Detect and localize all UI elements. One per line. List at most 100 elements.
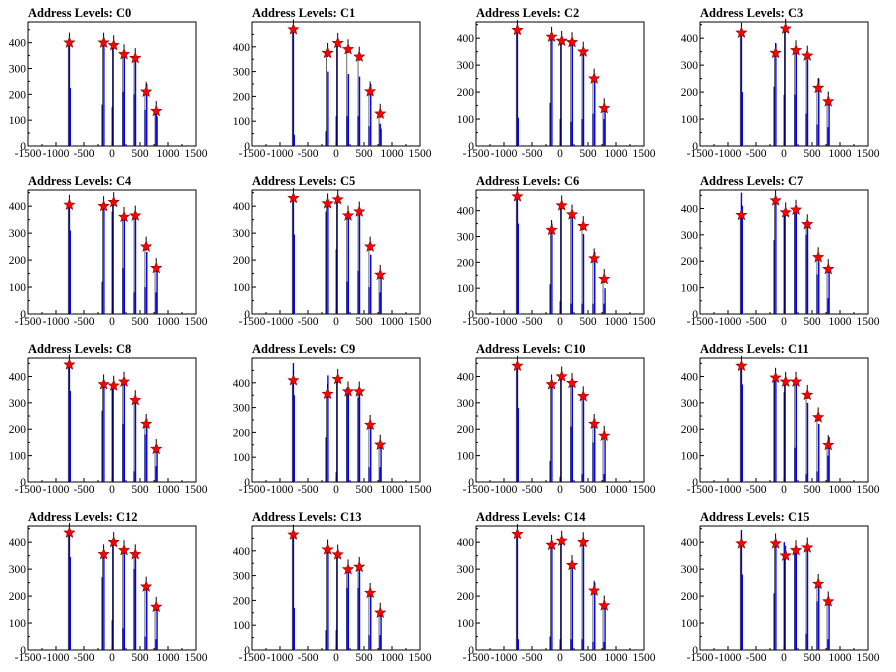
peak-marker	[598, 101, 611, 114]
x-tick-label: 1500	[633, 484, 656, 496]
peak-marker	[511, 190, 524, 202]
y-tick-label: 200	[681, 591, 699, 603]
x-tick-label: 0	[333, 316, 339, 328]
peak-marker	[374, 107, 387, 119]
peak-marker	[364, 85, 377, 97]
peak-marker	[789, 375, 803, 387]
x-tick-label: -500	[297, 652, 318, 664]
x-tick-label: 0	[333, 652, 339, 664]
peak-marker	[353, 385, 366, 397]
plot-frame	[251, 357, 421, 483]
y-tick-label: 100	[233, 116, 251, 128]
peak-marker	[150, 600, 163, 613]
peak-marker	[812, 250, 825, 263]
peak-marker	[577, 389, 590, 402]
peak-marker	[735, 208, 748, 221]
y-tick-label: 200	[9, 255, 27, 267]
chart-title: Address Levels: C0	[28, 6, 131, 20]
x-tick-label: 500	[803, 484, 821, 496]
histogram-panel-0: Address Levels: C0 0 100 200 300 400 -1500 -100…	[0, 0, 224, 168]
x-tick-label: 0	[557, 316, 563, 328]
y-tick-label: 400	[233, 201, 251, 213]
y-tick-label: 0	[244, 141, 250, 153]
peak-marker	[331, 36, 344, 49]
x-tick-label: 1000	[157, 484, 180, 496]
peak-marker	[565, 376, 579, 389]
y-tick-label: 200	[9, 424, 27, 436]
y-tick-label: 100	[9, 115, 27, 127]
histogram-panel-6: Address Levels: C6 0 100 200 300 400 -1500 -100…	[448, 168, 672, 336]
x-tick-label: 1000	[381, 316, 404, 328]
peak-marker	[555, 199, 568, 211]
peak-marker	[822, 262, 835, 275]
y-tick-label: 200	[681, 256, 699, 268]
y-tick-label: 0	[20, 477, 26, 489]
peak-marker	[588, 584, 601, 596]
y-tick-label: 100	[233, 452, 251, 464]
x-tick-label: 1000	[605, 316, 628, 328]
y-tick-label: 300	[681, 398, 699, 410]
peak-marker	[735, 537, 748, 549]
x-tick-label: 500	[355, 484, 373, 496]
x-tick-label: -1000	[43, 316, 70, 328]
x-tick-label: 0	[109, 652, 115, 664]
peak-marker	[97, 377, 110, 390]
peak-marker	[769, 537, 782, 549]
x-tick-label: 1500	[185, 484, 208, 496]
x-tick-label: -500	[73, 148, 94, 160]
x-tick-label: -1500	[239, 652, 266, 664]
x-tick-label: 500	[131, 316, 149, 328]
y-tick-label: 100	[681, 618, 699, 630]
peak-marker	[374, 268, 387, 281]
peak-marker	[779, 22, 792, 34]
x-tick-label: 1500	[409, 316, 432, 328]
histogram-svg-1: Address Levels: C1 0 100 200 300 400 -1500 -100…	[233, 6, 432, 160]
peak-marker	[577, 535, 590, 548]
peak-marker	[331, 548, 344, 560]
histogram-panel-13: Address Levels: C13 0 100 200 300 400 -1500 -10…	[224, 504, 448, 672]
y-tick-label: 300	[9, 398, 27, 410]
peak-marker	[822, 438, 835, 451]
x-tick-label: -500	[521, 148, 542, 160]
y-tick-label: 300	[681, 564, 699, 576]
x-tick-label: 1500	[185, 652, 208, 664]
peak-marker	[374, 438, 387, 451]
y-tick-label: 0	[20, 141, 26, 153]
histogram-panel-7: Address Levels: C7 0 100 200 300 400 -1500 -100…	[672, 168, 896, 336]
x-tick-label: -500	[73, 316, 94, 328]
x-tick-label: 0	[109, 484, 115, 496]
y-tick-label: 400	[233, 378, 251, 390]
x-tick-label: 1500	[633, 652, 656, 664]
peak-marker	[129, 547, 142, 560]
y-tick-label: 300	[457, 564, 475, 576]
histogram-panel-11: Address Levels: C11 0 100 200 300 400 -1500 -10…	[672, 336, 896, 504]
peak-marker	[129, 393, 142, 406]
x-tick-label: -1000	[267, 316, 294, 328]
x-tick-label: -1500	[687, 484, 714, 496]
x-tick-label: 1000	[605, 484, 628, 496]
peak-marker	[341, 42, 355, 55]
peak-marker	[588, 252, 601, 264]
chart-title: Address Levels: C13	[252, 510, 362, 524]
peak-marker	[321, 46, 334, 59]
peak-marker	[117, 375, 131, 387]
peak-marker	[374, 606, 387, 619]
y-tick-label: 100	[457, 618, 475, 630]
y-tick-label: 200	[457, 591, 475, 603]
histogram-panel-8: Address Levels: C8 0 100 200 300 400 -1500 -100…	[0, 336, 224, 504]
histogram-svg-13: Address Levels: C13 0 100 200 300 400 -1500 -10…	[233, 510, 432, 664]
x-tick-label: -1000	[491, 652, 518, 664]
peak-marker	[107, 535, 120, 548]
peak-marker	[364, 586, 377, 599]
y-tick-label: 200	[233, 595, 251, 607]
peak-marker	[117, 47, 131, 60]
peak-marker	[97, 36, 110, 48]
peak-marker	[331, 372, 344, 385]
x-tick-label: -500	[521, 484, 542, 496]
x-tick-label: -500	[297, 484, 318, 496]
peak-marker	[353, 560, 366, 573]
x-tick-label: -1000	[715, 652, 742, 664]
y-tick-label: 400	[681, 33, 699, 45]
peak-marker	[97, 547, 110, 560]
peak-marker	[150, 442, 163, 455]
